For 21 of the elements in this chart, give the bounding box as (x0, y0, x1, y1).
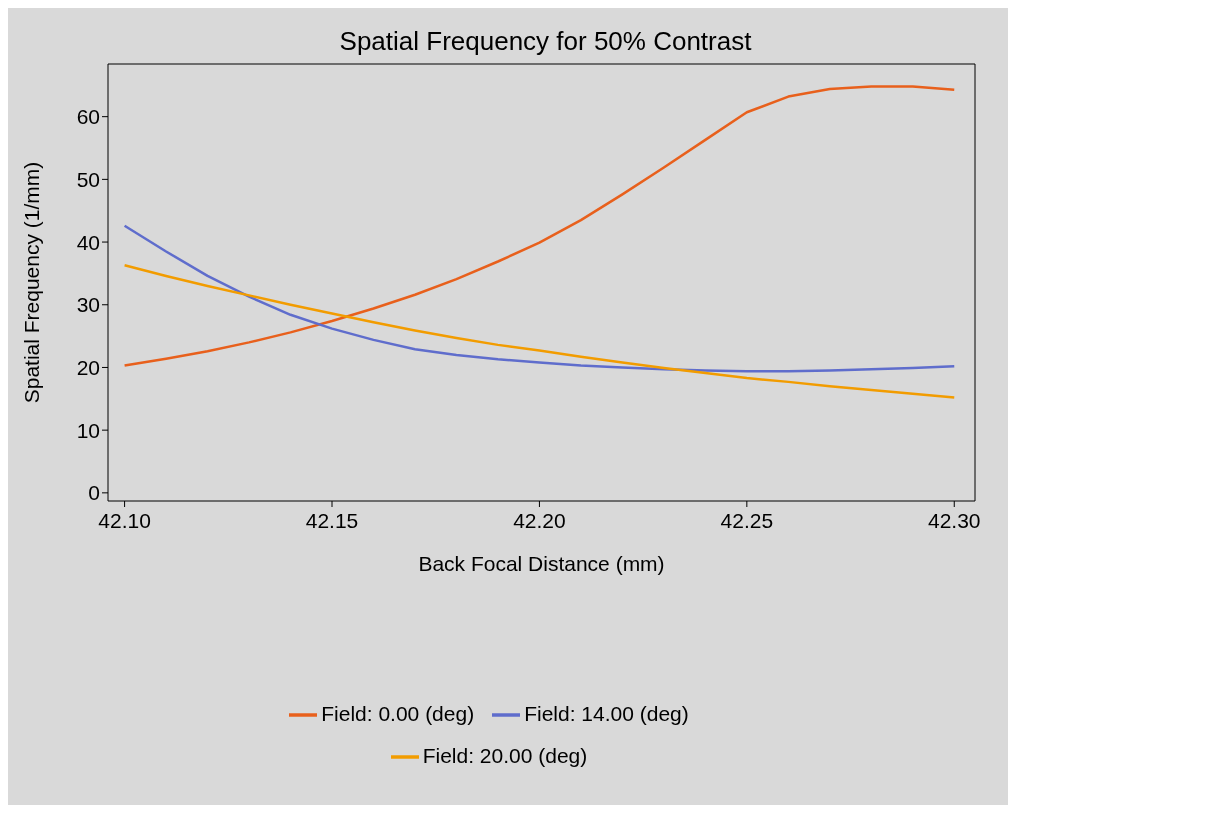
line-series (123, 224, 956, 373)
line-series (123, 85, 956, 367)
x-tick-label: 42.25 (720, 508, 774, 532)
y-tick-label: 60 (76, 105, 100, 129)
y-tick-label: 0 (88, 481, 100, 505)
y-tick-label: 40 (76, 230, 100, 254)
y-tick-label: 10 (76, 418, 100, 442)
legend-label: Field: 14.00 (deg) (524, 702, 689, 725)
y-axis-title: Spatial Frequency (1/mm) (20, 161, 44, 404)
y-tick-label: 50 (76, 167, 100, 191)
x-tick-label: 42.15 (305, 508, 359, 532)
x-tick-label: 42.30 (927, 508, 981, 532)
legend-label: Field: 20.00 (deg) (422, 744, 588, 767)
line-series (123, 264, 956, 399)
x-tick-label: 42.20 (513, 508, 566, 532)
x-axis-title: Back Focal Distance (mm) (418, 552, 665, 575)
legend-label: Field: 0.00 (deg) (321, 702, 475, 725)
x-tick-label: 42.10 (98, 508, 151, 532)
y-tick-label: 20 (76, 355, 100, 379)
y-tick-label: 30 (76, 293, 100, 317)
chart-title: Spatial Frequency for 50% Contrast (338, 26, 753, 57)
